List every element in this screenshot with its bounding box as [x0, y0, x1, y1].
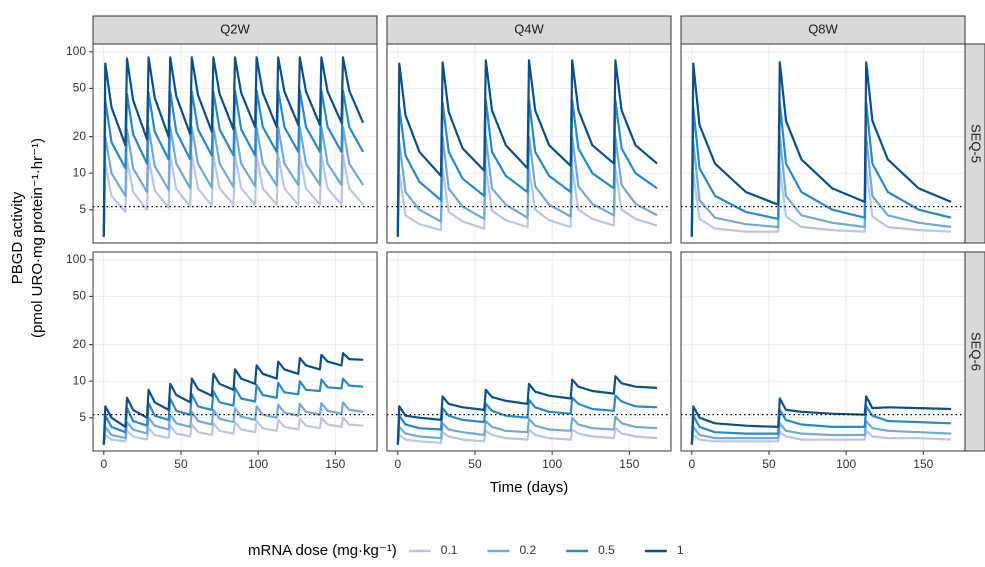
x-tick-label: 0 — [688, 457, 695, 471]
legend-title: mRNA dose (mg·kg⁻¹) — [248, 542, 397, 559]
facet-label: Q8W — [808, 21, 838, 36]
data-line — [102, 401, 364, 445]
x-axis-title: Time (days) — [490, 479, 569, 496]
data-line — [690, 395, 952, 445]
data-line — [690, 405, 952, 445]
data-line — [396, 99, 658, 237]
x-tick-label: 50 — [762, 457, 776, 471]
y-tick-label: 100 — [66, 44, 86, 58]
facet-label: SEQ-5 — [969, 124, 984, 163]
data-line — [690, 61, 952, 237]
x-tick-label: 100 — [248, 457, 268, 471]
y-tick-label: 20 — [73, 337, 87, 351]
data-line — [396, 59, 658, 237]
data-line — [396, 394, 658, 445]
x-tick-label: 50 — [174, 457, 188, 471]
facet-strip — [964, 251, 985, 452]
data-line — [102, 154, 364, 237]
y-tick-label: 5 — [79, 410, 86, 424]
data-line — [396, 415, 658, 445]
data-line — [690, 419, 952, 445]
y-tick-label: 20 — [73, 129, 87, 143]
data-line — [396, 167, 658, 237]
y-tick-label: 50 — [73, 81, 87, 95]
data-line — [690, 167, 952, 237]
panel-border — [92, 251, 378, 452]
data-line — [690, 135, 952, 237]
facet-label: Q4W — [514, 21, 544, 36]
x-tick-label: 150 — [619, 457, 639, 471]
data-line — [102, 352, 364, 445]
x-tick-label: 150 — [913, 457, 933, 471]
x-tick-label: 100 — [542, 457, 562, 471]
data-line — [690, 101, 952, 237]
y-tick-label: 10 — [73, 165, 87, 179]
facet-strip — [680, 15, 966, 45]
legend-label: 0.1 — [441, 543, 458, 557]
x-tick-label: 0 — [394, 457, 401, 471]
panel-background — [681, 44, 965, 243]
y-tick-label: 50 — [73, 289, 87, 303]
facet-strip — [386, 15, 672, 45]
x-tick-label: 50 — [468, 457, 482, 471]
data-line — [396, 375, 658, 445]
data-line — [102, 125, 365, 237]
data-line — [690, 429, 952, 445]
y-tick-label: 100 — [66, 252, 86, 266]
x-tick-label: 150 — [325, 457, 345, 471]
data-line — [102, 89, 365, 237]
data-line — [102, 377, 364, 445]
data-line — [102, 416, 364, 445]
facet-label: SEQ-6 — [969, 332, 984, 371]
panel-border — [386, 251, 672, 452]
data-line — [396, 135, 658, 237]
data-line — [102, 56, 365, 237]
y-tick-label: 5 — [79, 202, 86, 216]
data-line — [396, 427, 658, 445]
y-axis-title: (pmol URO·mg protein⁻¹·hr⁻¹) — [29, 138, 46, 338]
facet-label: Q2W — [220, 21, 250, 36]
legend-label: 0.2 — [519, 543, 536, 557]
facet-strip — [92, 15, 378, 45]
x-tick-label: 100 — [836, 457, 856, 471]
y-axis-title: PBGD activity — [9, 191, 26, 284]
facet-strip — [964, 43, 985, 244]
legend-label: 1 — [677, 543, 684, 557]
legend-label: 0.5 — [598, 543, 615, 557]
y-tick-label: 10 — [73, 373, 87, 387]
x-tick-label: 0 — [100, 457, 107, 471]
